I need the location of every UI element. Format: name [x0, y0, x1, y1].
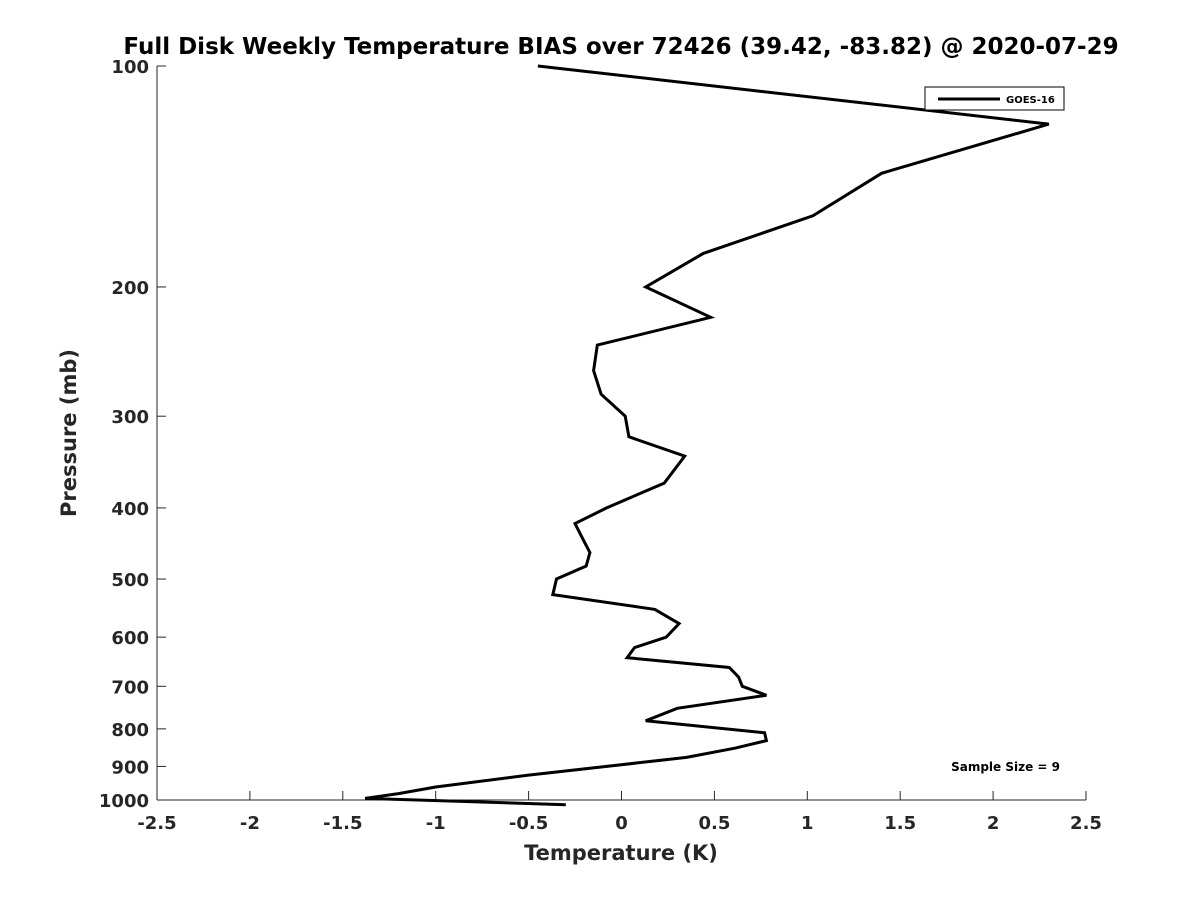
- legend-label: GOES-16: [1006, 95, 1055, 106]
- x-tick-label: 2.5: [1070, 813, 1102, 834]
- x-tick-label: -2.5: [137, 813, 176, 834]
- y-tick-label: 500: [111, 570, 149, 591]
- y-tick-label: 800: [111, 720, 149, 741]
- y-tick-label: 900: [111, 757, 149, 778]
- series-group: [364, 64, 1050, 807]
- chart-title: Full Disk Weekly Temperature BIAS over 7…: [123, 34, 1118, 60]
- x-axis-label: Temperature (K): [524, 841, 718, 865]
- x-ticks: -2.5 -2 -1.5 -1 -0.5 0 0.5 1 1.5 2 2.5: [137, 791, 1102, 834]
- legend: GOES-16: [924, 86, 1065, 111]
- y-tick-label: 1000: [99, 791, 149, 812]
- x-tick-label: 2: [987, 813, 1000, 834]
- plot-area: [156, 66, 1086, 801]
- y-tick-label: 700: [111, 677, 149, 698]
- x-tick-label: 0: [615, 813, 628, 834]
- x-tick-label: 1.5: [884, 813, 916, 834]
- x-tick-label: 1: [801, 813, 814, 834]
- y-tick-label: 300: [111, 407, 149, 428]
- y-ticks: 100 200 300 400 500 600 700 800 900 1000: [99, 57, 166, 812]
- x-tick-label: -1.5: [323, 813, 362, 834]
- y-tick-label: 600: [111, 628, 149, 649]
- y-axis-label: Pressure (mb): [57, 349, 81, 517]
- y-tick-label: 200: [111, 278, 149, 299]
- x-tick-label: -0.5: [509, 813, 548, 834]
- x-tick-label: -2: [240, 813, 260, 834]
- x-tick-label: -1: [426, 813, 446, 834]
- y-tick-label: 400: [111, 499, 149, 520]
- sample-size-annotation: Sample Size = 9: [951, 760, 1060, 774]
- x-tick-label: 0.5: [698, 813, 730, 834]
- series-line-goes-16: [364, 64, 1050, 807]
- y-tick-label: 100: [111, 57, 149, 78]
